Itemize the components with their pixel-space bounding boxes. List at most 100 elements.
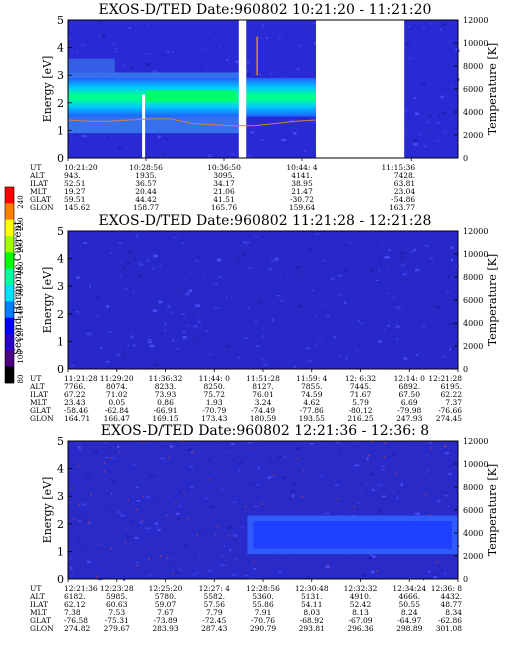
- orbit-cell: -80.12: [348, 406, 372, 415]
- texture-speck: [231, 266, 235, 268]
- texture-speck: [330, 277, 335, 281]
- texture-speck: [163, 53, 168, 57]
- colorbar-tick-label: 120: [17, 328, 25, 341]
- texture-speck: [99, 347, 102, 349]
- panel-1-ylabel: Energy [eV]: [41, 56, 54, 123]
- orbit-cell: 5131.: [301, 592, 322, 601]
- y2-tick-label: 10000: [463, 460, 488, 469]
- texture-speck: [158, 135, 161, 139]
- texture-speck: [342, 489, 344, 492]
- colorbar: 80 100 120 140 160 180 200 220 240 Second Harmon…: [4, 186, 25, 383]
- orbit-cell: 59.07: [155, 600, 177, 609]
- colorbar-swatch: [5, 334, 14, 351]
- texture-speck: [142, 292, 146, 295]
- y2-tick-label: 6000: [463, 506, 483, 515]
- texture-speck: [377, 576, 379, 579]
- orbit-cell: -67.09: [348, 616, 372, 625]
- texture-speck: [255, 236, 259, 238]
- texture-speck: [393, 327, 399, 329]
- y2-tick-label: 2000: [463, 552, 483, 561]
- texture-speck: [83, 519, 88, 522]
- texture-speck: [213, 282, 219, 286]
- texture-speck: [149, 344, 155, 348]
- texture-speck: [152, 267, 155, 270]
- texture-speck: [175, 512, 180, 515]
- texture-speck: [322, 260, 325, 262]
- texture-speck: [434, 573, 440, 576]
- y2-tick-label: 4000: [463, 108, 483, 117]
- texture-speck: [81, 308, 85, 311]
- texture-speck: [359, 330, 361, 332]
- texture-speck: [248, 483, 253, 485]
- texture-dot: [73, 518, 75, 521]
- orbit-cell: -77.86: [300, 406, 324, 415]
- texture-speck: [138, 530, 140, 533]
- texture-speck: [94, 444, 97, 446]
- panel-3-plot-background: [68, 441, 458, 579]
- y2-tick-label: 0: [463, 154, 468, 163]
- texture-speck: [245, 575, 248, 577]
- orbit-cell: -79.98: [397, 406, 421, 415]
- texture-speck: [375, 279, 379, 281]
- texture-speck: [86, 332, 92, 336]
- texture-speck: [439, 495, 442, 498]
- panel-2-ylabel: Energy [eV]: [41, 267, 54, 334]
- texture-speck: [444, 452, 449, 455]
- orbit-cell: -73.89: [153, 616, 177, 625]
- texture-speck: [84, 52, 87, 53]
- texture-dot: [396, 472, 398, 475]
- texture-speck: [370, 570, 375, 574]
- texture-speck: [181, 313, 186, 315]
- texture-speck: [274, 257, 279, 261]
- texture-speck: [382, 566, 385, 568]
- texture-speck: [399, 360, 402, 362]
- texture-speck: [180, 570, 183, 572]
- texture-speck: [166, 305, 171, 308]
- texture-speck: [357, 238, 359, 240]
- texture-speck: [148, 341, 152, 344]
- texture-speck: [121, 352, 127, 355]
- orbit-row-label: UT: [30, 163, 41, 172]
- orbit-cell: 62.22: [441, 390, 463, 399]
- y-tick-label: 4: [57, 463, 64, 476]
- orbit-cell: 296.36: [347, 624, 373, 633]
- texture-speck: [249, 155, 252, 158]
- texture-dot: [172, 572, 175, 575]
- orbit-cell: 76.01: [252, 390, 273, 399]
- texture-speck: [79, 136, 81, 138]
- orbit-cell: 54.11: [301, 600, 322, 609]
- orbit-cell: 3.24: [255, 398, 272, 407]
- texture-speck: [195, 304, 200, 307]
- orbit-row-label: ILAT: [30, 390, 48, 399]
- texture-speck: [147, 259, 150, 262]
- texture-speck: [132, 496, 135, 498]
- orbit-cell: 12: 6:32: [345, 374, 377, 383]
- texture-speck: [90, 540, 93, 543]
- texture-dot: [187, 518, 190, 520]
- texture-speck: [446, 290, 450, 293]
- y2-tick-label: 0: [463, 365, 468, 374]
- orbit-cell: 11:59: 4: [296, 374, 328, 383]
- texture-speck: [255, 320, 258, 324]
- orbit-cell: 3095.: [213, 171, 234, 180]
- texture-speck: [115, 48, 119, 50]
- texture-speck: [257, 466, 261, 470]
- texture-speck: [99, 33, 101, 36]
- texture-speck: [391, 453, 396, 456]
- panel-3: EXOS-D/TED Date:960802 12:21:36 - 12:36:…: [29, 423, 499, 633]
- texture-speck: [153, 529, 158, 531]
- texture-speck: [235, 256, 241, 258]
- texture-speck: [154, 522, 159, 525]
- panel-3-texture: [69, 441, 460, 581]
- texture-speck: [256, 484, 260, 486]
- texture-speck: [429, 257, 434, 260]
- texture-dot: [208, 479, 211, 481]
- texture-speck: [233, 539, 236, 541]
- texture-speck: [204, 497, 209, 500]
- texture-dot: [353, 506, 356, 508]
- texture-speck: [370, 472, 375, 476]
- colorbar-tick-label: 240: [17, 195, 25, 208]
- colorbar-swatch: [5, 236, 14, 253]
- texture-speck: [170, 563, 173, 567]
- texture-speck: [437, 343, 439, 345]
